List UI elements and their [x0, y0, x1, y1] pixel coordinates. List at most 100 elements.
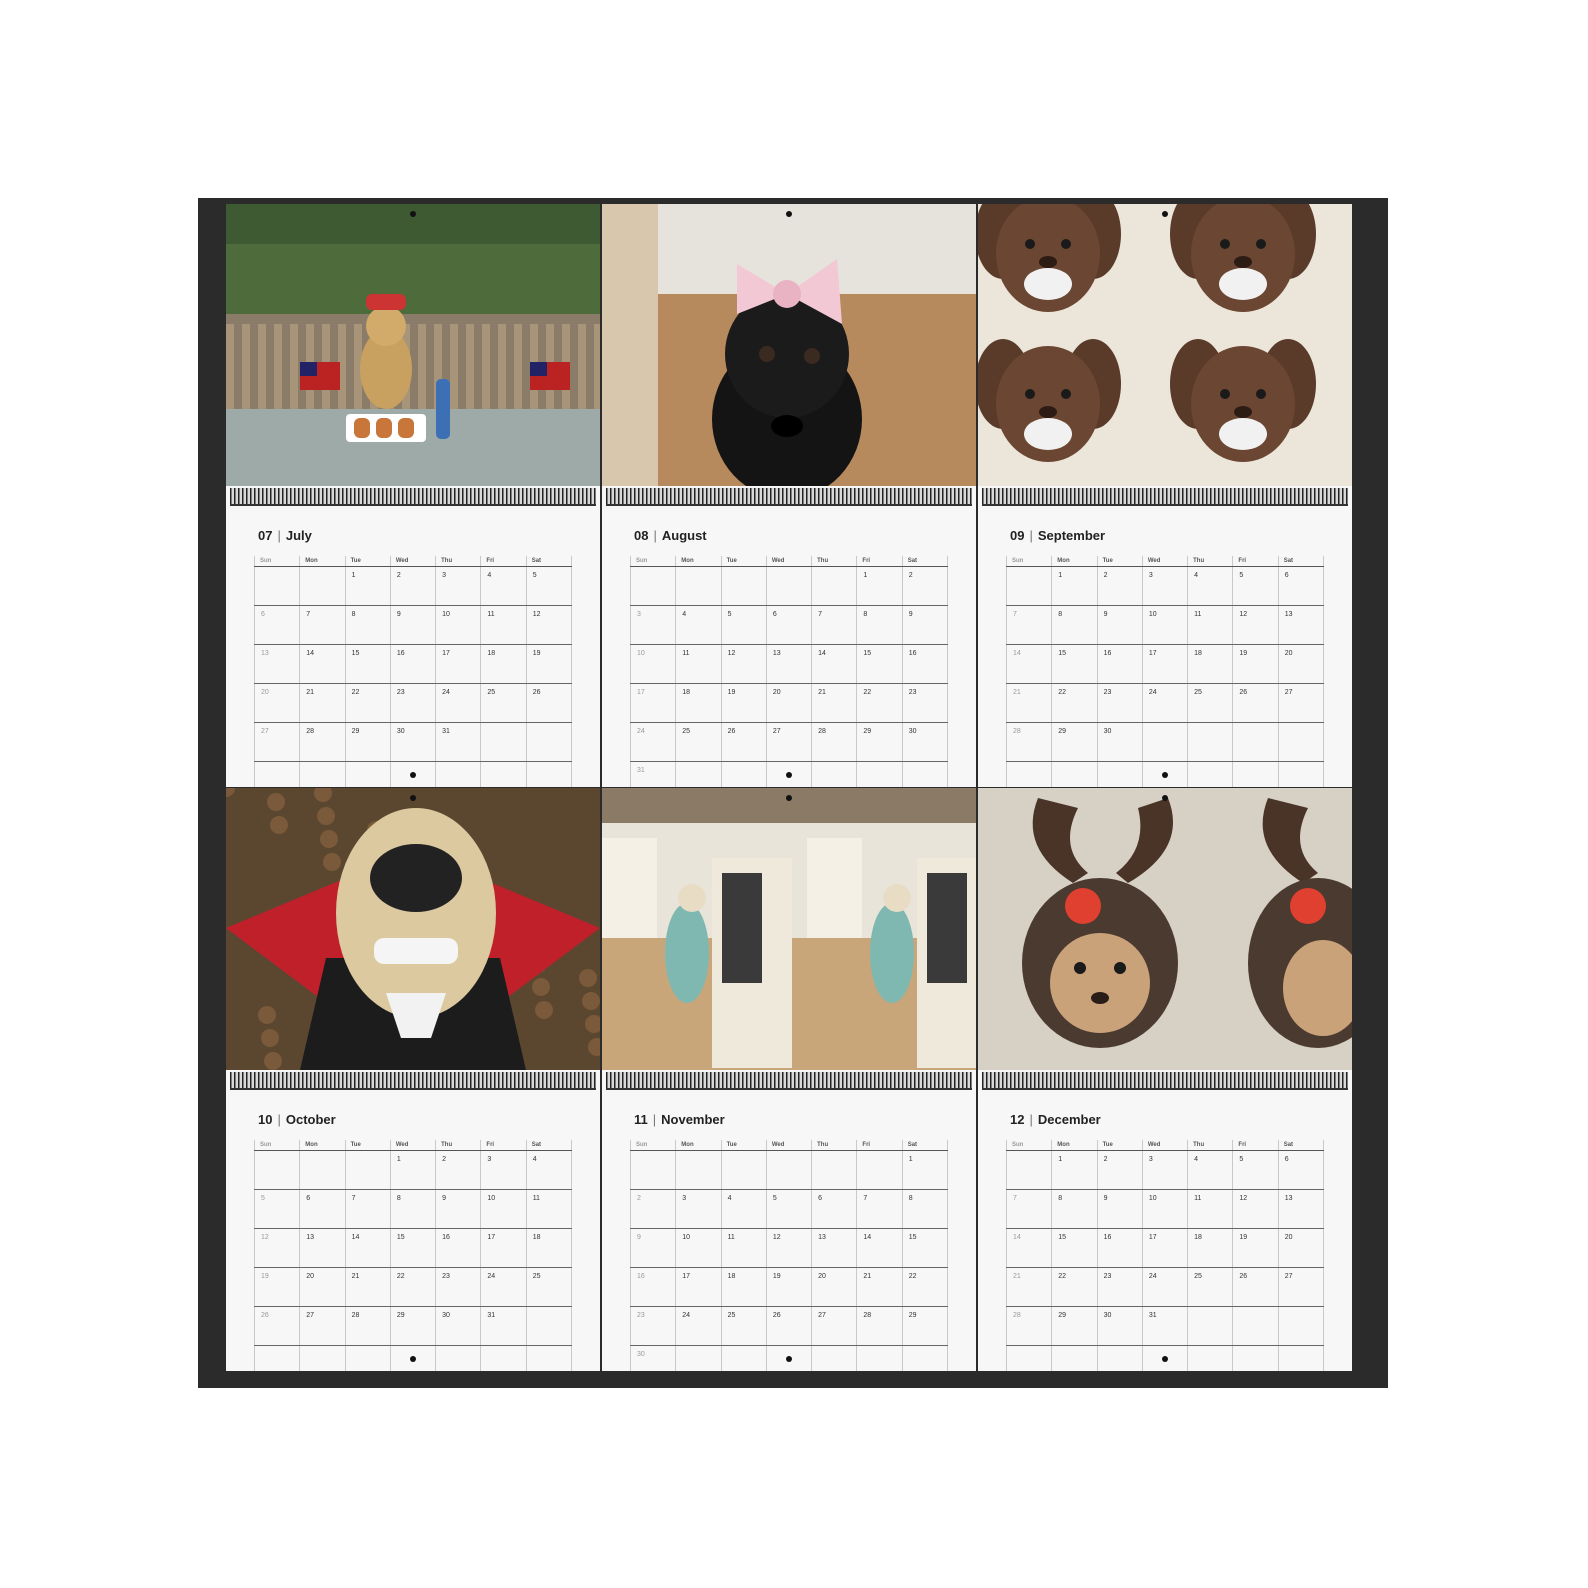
spiral-binding	[606, 1072, 972, 1090]
weekday-header: Wed	[765, 1140, 812, 1151]
weekday-header: Sun	[253, 556, 300, 567]
weekday-header: Sun	[253, 1140, 300, 1151]
week-row	[1005, 1345, 1325, 1371]
weekday-header: Sun	[629, 1140, 676, 1151]
title-separator: |	[277, 528, 281, 543]
month-name: August	[661, 528, 707, 543]
day-cell: 7	[344, 1189, 391, 1229]
bottom-hole	[786, 772, 792, 778]
day-cell	[675, 1345, 722, 1371]
day-cell: 6	[811, 1189, 857, 1229]
day-cell	[1187, 1345, 1233, 1371]
weekday-header: Wed	[1141, 1140, 1188, 1151]
day-cell: 12	[765, 1228, 812, 1268]
day-cell	[629, 1150, 676, 1190]
day-cell: 29	[1051, 722, 1098, 762]
month-title: 08 | August	[634, 528, 707, 543]
month-name: September	[1037, 528, 1106, 543]
day-cell: 19	[253, 1267, 300, 1307]
day-cell: 31	[1141, 1306, 1188, 1346]
day-cell: 20	[1277, 1228, 1325, 1268]
day-cell: 19	[720, 683, 767, 723]
weekday-header: Tue	[344, 556, 391, 567]
day-cell: 19	[765, 1267, 812, 1307]
day-cell: 30	[435, 1306, 481, 1346]
day-cell: 2	[1096, 566, 1143, 606]
day-cell: 8	[389, 1189, 436, 1229]
day-cell: 23	[629, 1306, 676, 1346]
day-cell: 4	[675, 605, 722, 645]
day-cell	[525, 722, 573, 762]
weekday-header: Fri	[1232, 1140, 1279, 1151]
spiral-binding	[606, 488, 972, 506]
day-cell: 22	[344, 683, 391, 723]
week-row: 23 24 25 26 27 28 29	[629, 1306, 949, 1346]
day-cell: 31	[629, 761, 676, 787]
day-cell: 21	[299, 683, 346, 723]
day-cell	[344, 761, 391, 787]
weekday-header: Thu	[811, 556, 857, 567]
day-cell: 13	[1277, 605, 1325, 645]
day-cell: 22	[901, 1267, 949, 1307]
day-cell: 15	[1051, 1228, 1098, 1268]
day-cell: 22	[1051, 1267, 1098, 1307]
weekday-header: Tue	[720, 1140, 767, 1151]
day-cell	[299, 1345, 346, 1371]
week-row	[253, 1345, 573, 1371]
day-cell: 15	[389, 1228, 436, 1268]
brown-puppy-big-ears-photo	[978, 204, 1352, 486]
day-cell	[1187, 1306, 1233, 1346]
day-cell: 5	[720, 605, 767, 645]
day-cell	[1005, 1150, 1052, 1190]
day-cell: 21	[1005, 683, 1052, 723]
weekday-header: Thu	[435, 556, 481, 567]
day-cell: 5	[525, 566, 573, 606]
day-cell: 14	[1005, 644, 1052, 684]
weekday-header: Mon	[1051, 1140, 1098, 1151]
day-cell: 1	[901, 1150, 949, 1190]
day-cell: 23	[1096, 1267, 1143, 1307]
day-cell: 19	[525, 644, 573, 684]
day-cell	[1232, 761, 1279, 787]
day-cell	[1277, 1306, 1325, 1346]
day-cell: 8	[344, 605, 391, 645]
day-cell: 11	[720, 1228, 767, 1268]
weekday-header: Fri	[856, 1140, 903, 1151]
day-cell: 9	[435, 1189, 481, 1229]
hanging-hole	[410, 211, 416, 217]
title-separator: |	[652, 1112, 657, 1127]
hanging-hole	[786, 211, 792, 217]
day-cell: 10	[629, 644, 676, 684]
month-title: 09 | September	[1010, 528, 1105, 543]
day-cell: 13	[765, 644, 812, 684]
month-grid: Sun Mon Tue Wed Thu Fri Sat 1 2 3 4 5 6 7 8 9 10 11 12 13 1…	[1005, 1140, 1325, 1371]
weekday-header: Sun	[629, 556, 676, 567]
day-cell	[856, 1345, 903, 1371]
day-cell	[1141, 722, 1188, 762]
day-cell	[720, 566, 767, 606]
day-cell: 8	[1051, 1189, 1098, 1229]
weekday-header: Thu	[435, 1140, 481, 1151]
day-cell: 11	[480, 605, 527, 645]
day-cell: 16	[435, 1228, 481, 1268]
day-cell: 5	[253, 1189, 300, 1229]
day-cell: 3	[480, 1150, 527, 1190]
weekday-header: Fri	[1232, 556, 1279, 567]
day-cell	[811, 566, 857, 606]
day-cell: 6	[253, 605, 300, 645]
day-cell: 16	[1096, 1228, 1143, 1268]
day-cell: 28	[299, 722, 346, 762]
week-row: 31	[629, 761, 949, 787]
day-cell: 10	[1141, 1189, 1188, 1229]
day-cell	[480, 761, 527, 787]
week-row: 27 28 29 30 31	[253, 722, 573, 762]
day-cell: 8	[856, 605, 903, 645]
week-row: 16 17 18 19 20 21 22	[629, 1267, 949, 1307]
day-cell: 9	[901, 605, 949, 645]
day-cell	[720, 761, 767, 787]
day-cell: 11	[675, 644, 722, 684]
